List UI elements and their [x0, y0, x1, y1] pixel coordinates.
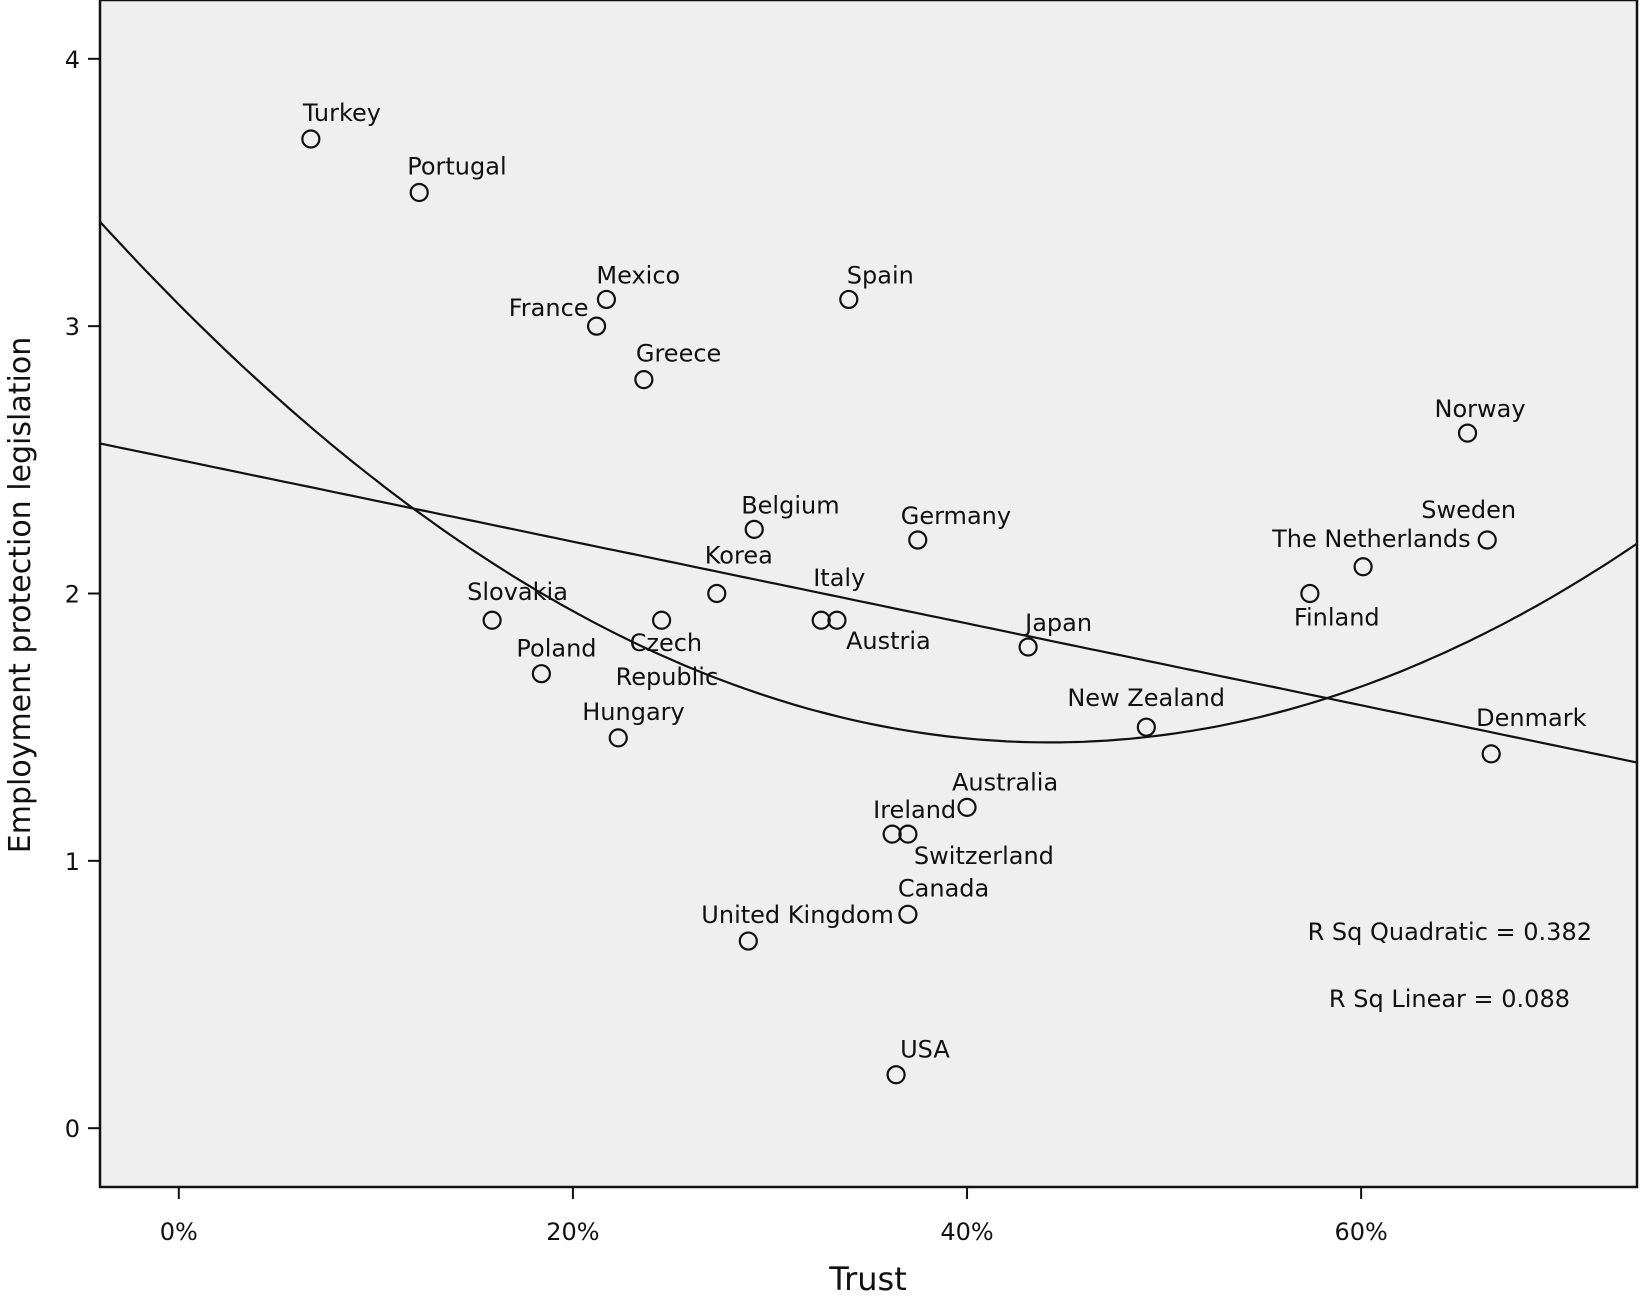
y-axis-title: Employment protection legislation — [3, 337, 38, 853]
x-axis-ticks: 0% 20% 40% 60% — [160, 1187, 1388, 1246]
data-point — [898, 824, 918, 844]
data-point — [301, 129, 321, 149]
data-point — [738, 931, 758, 951]
data-point — [634, 370, 654, 390]
data-point — [1136, 717, 1156, 737]
point-label: Canada — [898, 874, 989, 902]
x-tick-label: 20% — [546, 1218, 599, 1246]
data-point — [1018, 637, 1038, 657]
point-label: Australia — [952, 768, 1058, 796]
point-label: Greece — [636, 340, 721, 368]
data-point — [651, 610, 672, 630]
data-point — [957, 797, 977, 817]
point-label: Spain — [847, 261, 914, 289]
data-point — [744, 519, 764, 539]
data-point — [827, 610, 847, 630]
y-tick-label: 2 — [65, 581, 80, 609]
point-label: Belgium — [741, 491, 839, 519]
point-label: USA — [900, 1036, 950, 1064]
point-label: Hungary — [582, 698, 684, 726]
point-label: Switzerland — [914, 842, 1054, 870]
data-point — [882, 824, 902, 844]
point-label: Czech Republic — [616, 629, 719, 691]
x-tick-label: 0% — [160, 1218, 198, 1246]
data-point — [886, 1065, 906, 1085]
data-point — [707, 583, 727, 604]
data-points — [301, 129, 1501, 1085]
data-point — [1481, 744, 1501, 764]
quadratic-fit-line — [100, 220, 1637, 744]
annotation-r-sq-linear: R Sq Linear = 0.088 — [1329, 985, 1570, 1013]
point-label: Germany — [901, 502, 1011, 530]
point-label: Mexico — [596, 261, 680, 289]
point-label: Slovakia — [467, 578, 568, 606]
data-point — [908, 530, 928, 550]
data-point — [1300, 583, 1320, 604]
point-label: The Netherlands — [1271, 525, 1471, 553]
point-label: Norway — [1435, 395, 1526, 423]
point-label: Poland — [516, 635, 596, 663]
y-tick-label: 0 — [65, 1115, 80, 1143]
y-axis-ticks: 0 1 2 3 4 — [65, 46, 100, 1143]
point-label: Portugal — [407, 152, 506, 180]
data-point — [596, 289, 617, 310]
point-label: Ireland — [873, 796, 956, 824]
data-point — [1477, 530, 1497, 550]
data-point — [1353, 557, 1373, 577]
point-label: France — [509, 294, 589, 322]
plot-area — [98, 0, 1639, 1189]
point-label: Sweden — [1421, 496, 1516, 524]
point-label: Korea — [705, 542, 773, 570]
point-label: Italy — [813, 564, 865, 592]
point-label: Japan — [1023, 609, 1092, 637]
data-point — [482, 610, 502, 630]
point-label: Turkey — [302, 99, 381, 127]
linear-fit-line — [100, 442, 1637, 764]
y-tick-label: 3 — [65, 313, 80, 341]
point-label: Austria — [846, 627, 931, 655]
fit-lines — [100, 220, 1637, 764]
point-label: New Zealand — [1067, 684, 1225, 712]
x-axis-title: Trust — [828, 1260, 907, 1298]
point-label: United Kingdom — [701, 901, 894, 929]
data-point — [586, 316, 607, 336]
data-point — [839, 289, 859, 310]
data-point — [531, 664, 551, 684]
point-label: Finland — [1294, 604, 1380, 632]
x-tick-label: 40% — [940, 1218, 993, 1246]
data-point — [898, 904, 918, 924]
data-point — [1457, 423, 1478, 443]
x-tick-label: 60% — [1334, 1218, 1387, 1246]
data-point — [608, 728, 628, 748]
data-point — [409, 182, 429, 203]
annotation-r-sq-quadratic: R Sq Quadratic = 0.382 — [1308, 918, 1592, 946]
point-label: Denmark — [1476, 704, 1586, 732]
y-tick-label: 4 — [65, 46, 80, 74]
data-point — [811, 610, 831, 630]
y-tick-label: 1 — [65, 848, 80, 876]
